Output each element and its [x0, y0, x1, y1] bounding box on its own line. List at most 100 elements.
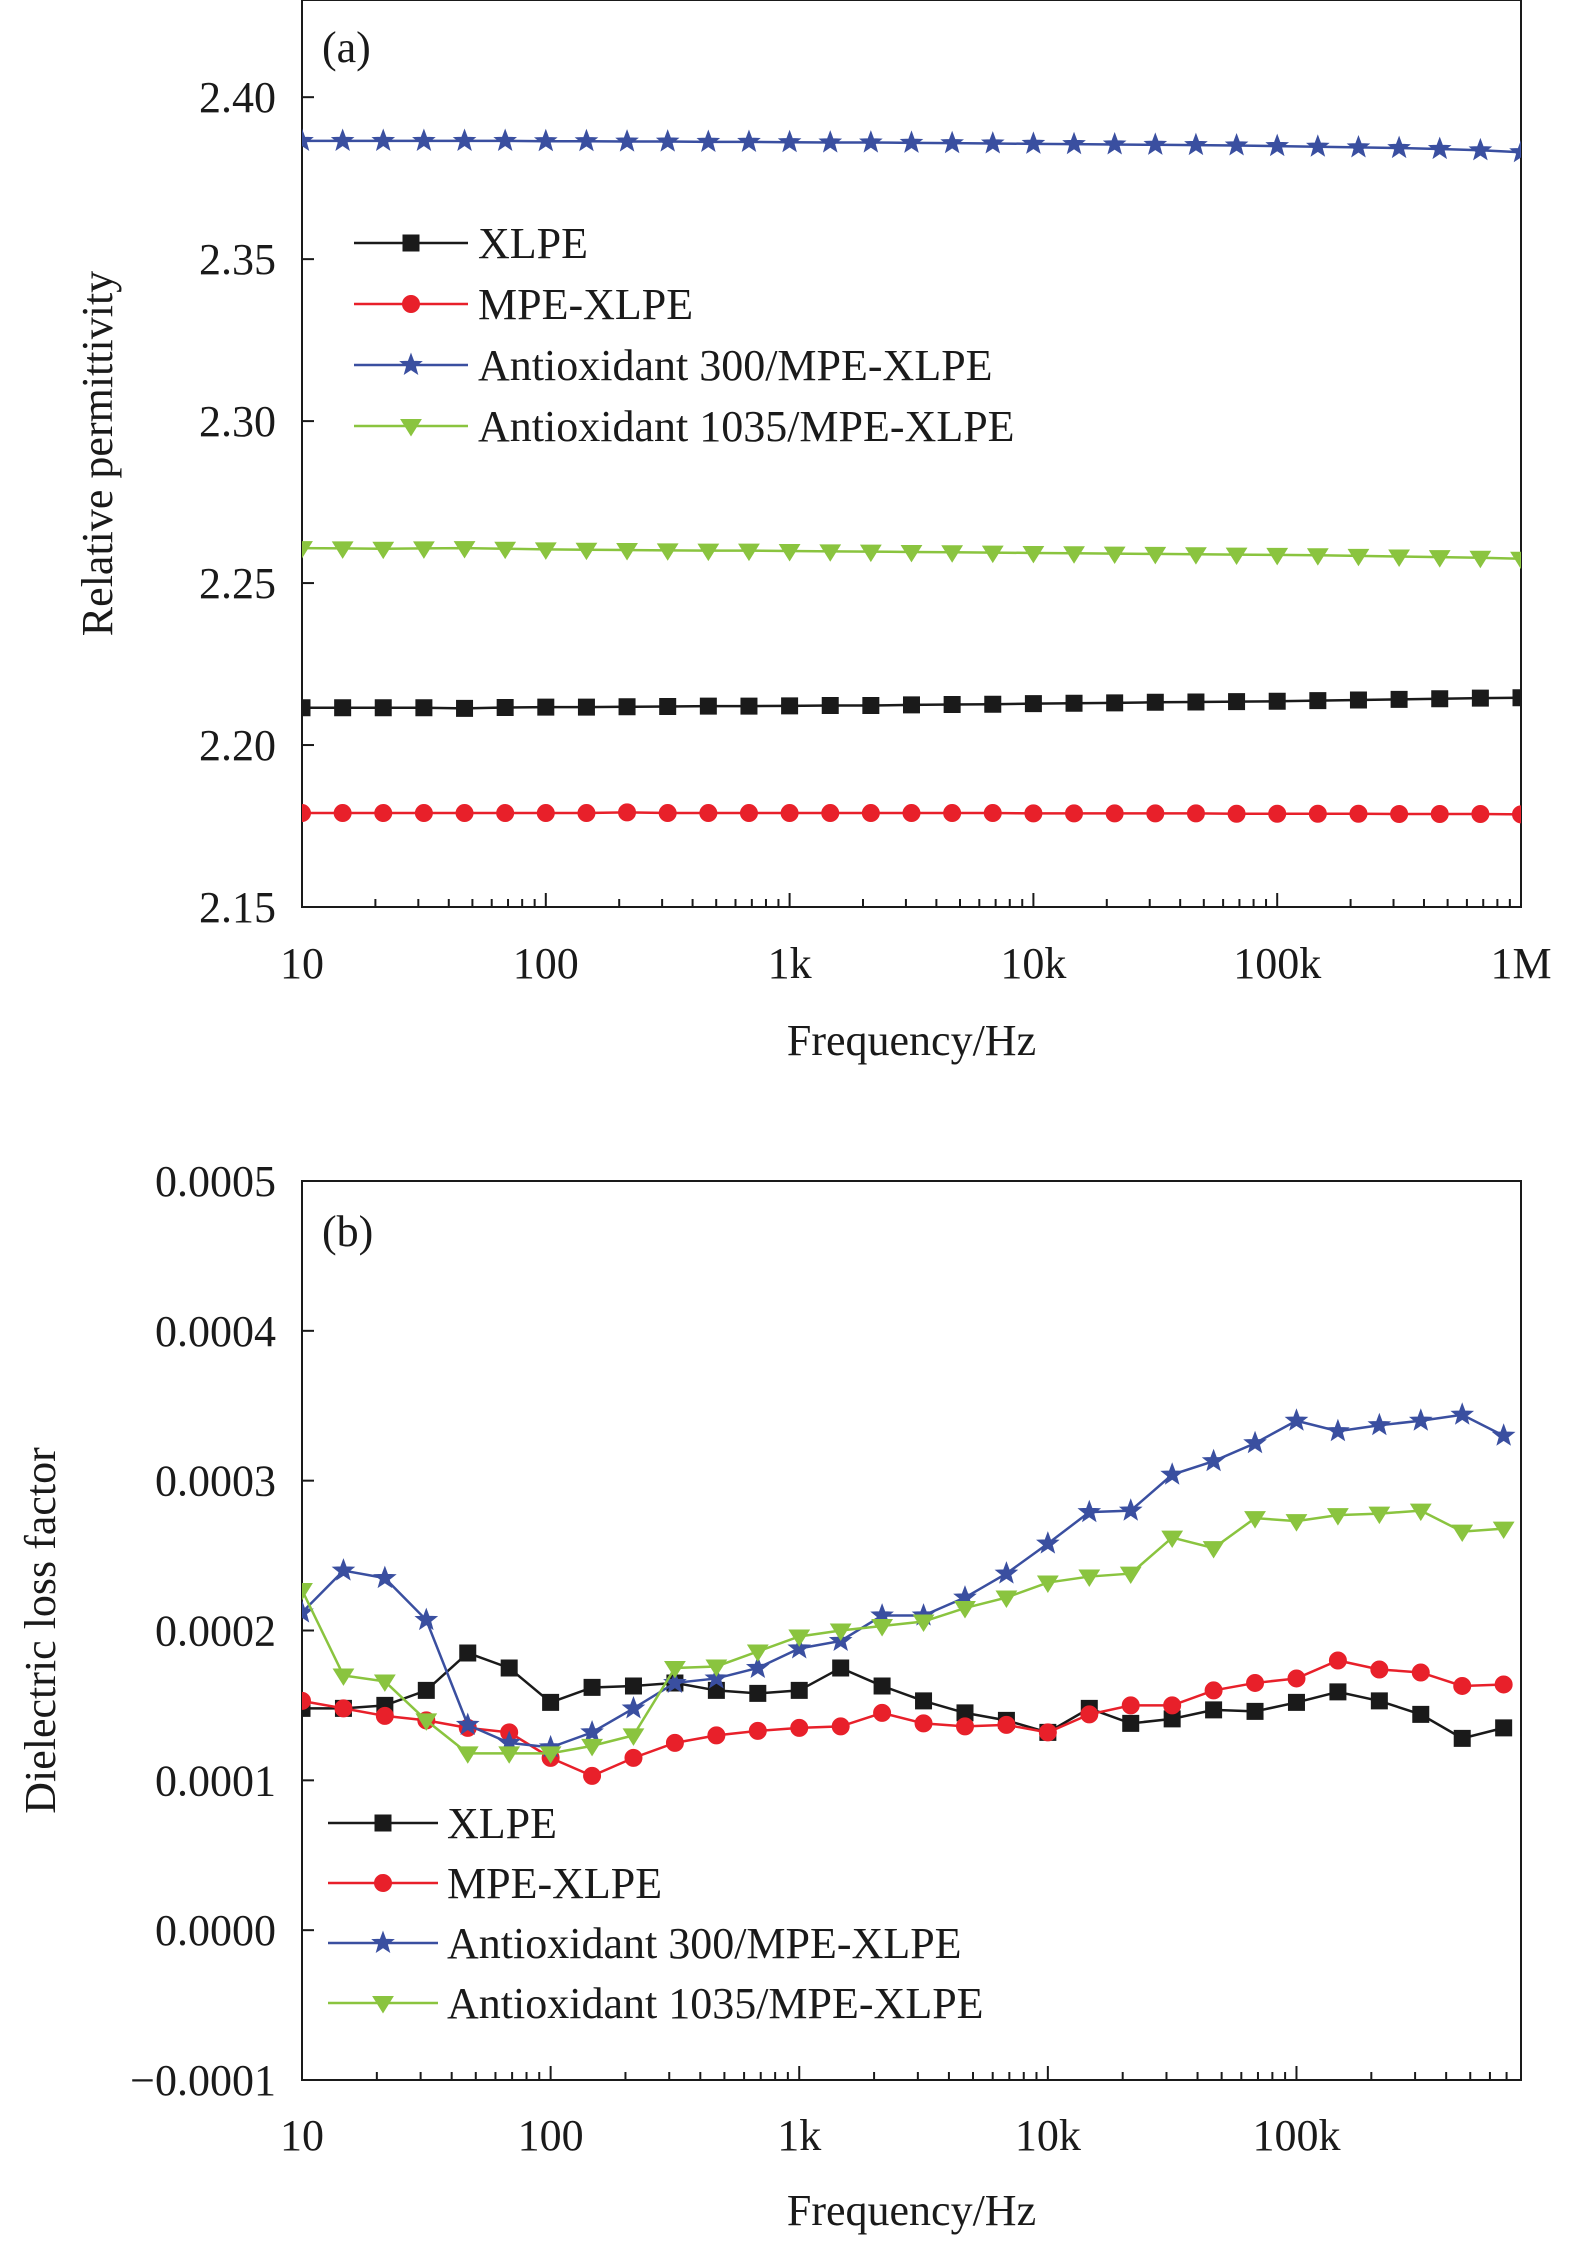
series-mpe-xlpe-point [1328, 1651, 1347, 1670]
x-axis-label: Frequency/Hz [787, 1016, 1036, 1065]
series-xlpe-point [984, 695, 1002, 713]
legend-label: MPE-XLPE [447, 1859, 662, 1908]
series-mpe-xlpe-point [748, 1721, 767, 1740]
legend-marker [374, 1874, 392, 1892]
series-antioxidant-300-mpe-xlpe-point [1160, 1462, 1184, 1485]
y-tick-label: 2.20 [199, 721, 276, 770]
series-xlpe-point [542, 1693, 560, 1711]
series-antioxidant-300-mpe-xlpe-point [859, 130, 883, 153]
series-antioxidant-300-mpe-xlpe-point [331, 1558, 356, 1581]
series-antioxidant-300-mpe-xlpe-point [696, 129, 721, 152]
series-mpe-xlpe-point [496, 804, 515, 823]
y-tick-label: 0.0003 [155, 1457, 276, 1506]
x-tick-label: 100 [513, 939, 579, 988]
series-mpe-xlpe-point [577, 804, 596, 823]
series-xlpe-point [862, 697, 880, 715]
series-antioxidant-300-mpe-xlpe-point [655, 129, 680, 152]
series-antioxidant-300-mpe-xlpe-point [994, 1561, 1019, 1584]
series-antioxidant-300-mpe-xlpe-point [580, 1719, 604, 1743]
series-antioxidant-1035-mpe-xlpe-point [778, 544, 801, 562]
series-xlpe-point [417, 1681, 435, 1699]
series-mpe-xlpe-point [1411, 1663, 1430, 1682]
series-antioxidant-1035-mpe-xlpe-point [1078, 1569, 1101, 1588]
series-mpe-xlpe-point [1430, 805, 1449, 824]
y-axis-label: Dielectric loss factor [16, 1447, 65, 1814]
series-mpe-xlpe-point [821, 804, 840, 823]
series-antioxidant-300-mpe-xlpe-point [940, 130, 964, 154]
series-antioxidant-1035-mpe-xlpe-point [1161, 1530, 1184, 1549]
series-mpe-xlpe-point [790, 1718, 809, 1737]
series-xlpe [302, 689, 1521, 717]
series-xlpe-point [1349, 691, 1367, 709]
series-xlpe-point [873, 1677, 891, 1695]
series-antioxidant-300-mpe-xlpe-point [1509, 139, 1521, 163]
x-tick-label: 100k [1252, 2111, 1340, 2160]
series-mpe-xlpe-point [1512, 805, 1521, 824]
series-antioxidant-1035-mpe-xlpe-point [575, 542, 598, 561]
legend-marker [371, 1930, 395, 1954]
series-antioxidant-300-mpe-xlpe-point [1284, 1408, 1309, 1431]
series-mpe-xlpe-point [1268, 804, 1287, 823]
series-antioxidant-1035-mpe-xlpe-point [1492, 1521, 1515, 1540]
panel-a: 2.15 2.20 2.25 2.30 2.35 2.40 10 100 1k 10k 100k 1M… [73, 0, 1552, 1065]
series-xlpe-point [1495, 1719, 1513, 1737]
legend-item-xlpe: XLPE [328, 1799, 557, 1848]
series-antioxidant-300-mpe-xlpe [302, 1402, 1516, 1758]
series-mpe-xlpe-point [333, 804, 352, 823]
series-mpe-xlpe [302, 1651, 1513, 1785]
x-tick-label: 1k [768, 939, 812, 988]
series-antioxidant-1035-mpe-xlpe-point [1103, 546, 1126, 565]
series-antioxidant-1035-mpe-xlpe-point [871, 1619, 893, 1637]
series-antioxidant-1035-mpe-xlpe-point [1327, 1508, 1349, 1526]
series-antioxidant-1035-mpe-xlpe-point [534, 542, 557, 560]
series-xlpe-point [902, 696, 920, 714]
series-antioxidant-300-mpe-xlpe-point [777, 129, 802, 153]
series-antioxidant-1035-mpe-xlpe-point [697, 543, 720, 562]
series-xlpe-point [1205, 1701, 1223, 1719]
panel-label: (a) [322, 23, 371, 72]
legend-marker [399, 352, 423, 376]
series-antioxidant-1035-mpe-xlpe-point [453, 541, 476, 559]
legend-item-mpe-xlpe: MPE-XLPE [328, 1859, 662, 1908]
series-xlpe-point [1453, 1729, 1471, 1747]
series-xlpe-point [1146, 693, 1164, 711]
series-antioxidant-1035-mpe-xlpe-point [664, 1660, 686, 1679]
series-antioxidant-300-mpe-xlpe-point [371, 128, 396, 151]
series-mpe-xlpe-point [374, 804, 393, 823]
series-mpe-xlpe-point [1349, 804, 1368, 823]
series-antioxidant-1035-mpe-xlpe-point [412, 541, 435, 559]
series-mpe-xlpe-point [414, 804, 433, 823]
series-antioxidant-1035-mpe-xlpe-point [900, 544, 923, 563]
series-antioxidant-300-mpe-xlpe-point [980, 131, 1005, 154]
series-antioxidant-300-mpe-xlpe-point [1102, 132, 1127, 155]
series-antioxidant-300-mpe-xlpe-point [533, 128, 558, 152]
series-xlpe-point [415, 699, 433, 717]
series-mpe-xlpe-point [1227, 804, 1246, 823]
series-xlpe-point [374, 699, 392, 717]
series-mpe-xlpe-point [955, 1717, 974, 1736]
series-antioxidant-300-mpe-xlpe-point [302, 128, 314, 151]
series-mpe-xlpe-point [943, 804, 962, 823]
series-antioxidant-300-mpe-xlpe-point [899, 130, 924, 153]
series-mpe-xlpe-point [1038, 1723, 1057, 1742]
panel-label: (b) [322, 1207, 373, 1256]
series-antioxidant-1035-mpe-xlpe-point [912, 1614, 935, 1632]
series-xlpe-point [659, 697, 677, 715]
series-antioxidant-300-mpe-xlpe-point [1491, 1423, 1516, 1446]
series-antioxidant-1035-mpe-xlpe-point [1119, 1566, 1142, 1585]
x-tick-label: 1k [777, 2111, 821, 2160]
series-mpe-xlpe-point [455, 804, 474, 823]
series-antioxidant-1035-mpe-xlpe-point [456, 1746, 479, 1764]
series-antioxidant-1035-mpe-xlpe-point [1036, 1575, 1059, 1593]
plot-frame [301, 0, 1522, 908]
series-antioxidant-1035-mpe-xlpe-point [302, 541, 313, 559]
series-mpe-xlpe-point [707, 1726, 726, 1745]
y-tick-label: 0.0004 [155, 1307, 276, 1356]
x-tick-label: 10k [1000, 939, 1066, 988]
series-antioxidant-300-mpe-xlpe-point [1346, 134, 1371, 158]
series-mpe-xlpe-point [780, 804, 799, 823]
series-xlpe-point [790, 1681, 808, 1699]
series-xlpe-point [1370, 1692, 1388, 1710]
series-antioxidant-1035-mpe-xlpe-point [302, 1583, 313, 1601]
series-xlpe-point [832, 1659, 850, 1677]
